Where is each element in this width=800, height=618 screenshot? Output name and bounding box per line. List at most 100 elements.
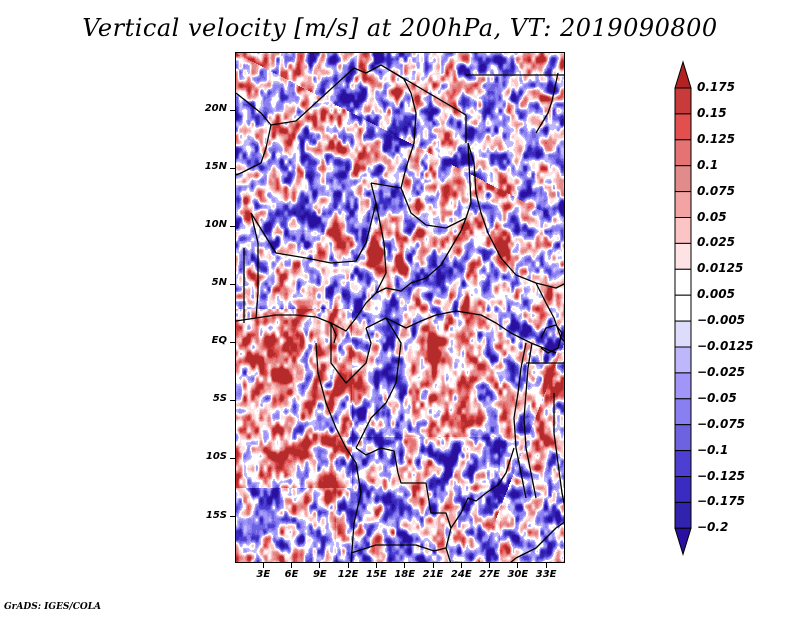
- lat-tick: [230, 283, 235, 285]
- colorbar-segment: [674, 320, 692, 348]
- lon-tick: [404, 563, 406, 568]
- border-drc-zambia: [450, 447, 515, 529]
- colorbar-segment: [674, 242, 692, 270]
- colorbar-segment: [674, 87, 692, 115]
- border-malawi: [553, 393, 564, 507]
- border-south-sudan: [487, 232, 564, 289]
- map-title: Vertical velocity [m/s] at 200hPa, VT: 2…: [82, 14, 718, 42]
- lat-tick-label: 10S: [205, 451, 227, 463]
- border-gabon: [330, 323, 372, 384]
- colorbar-label: −0.175: [697, 494, 746, 509]
- colorbar-segment: [674, 501, 692, 529]
- border-egypt-lake: [535, 72, 559, 134]
- colorbar-segment: [674, 191, 692, 219]
- border-congo: [355, 317, 402, 449]
- colorbar-label: 0.175: [697, 80, 735, 94]
- coast-gabon-angola: [315, 342, 362, 562]
- lat-tick-label: 5S: [212, 393, 227, 405]
- coastline-gulf: [236, 314, 337, 344]
- colorbar-segment: [674, 372, 692, 400]
- lon-tick-label: 6E: [284, 569, 299, 580]
- colorbar-label: 0.1: [697, 157, 719, 172]
- border-lake-victoria: [540, 324, 563, 354]
- lat-tick: [230, 225, 235, 227]
- border-sudan-chad: [467, 142, 489, 234]
- border-zambia-mozambique: [510, 521, 564, 562]
- border-drc-angola: [355, 447, 452, 529]
- border-nigeria-north: [250, 182, 377, 264]
- border-niger-nigeria: [236, 124, 272, 176]
- lon-tick-label: 21E: [422, 569, 444, 580]
- lon-tick-label: 9E: [312, 569, 327, 580]
- grads-credit: GrADS: IGES/COLA: [4, 602, 102, 612]
- border-angola-zambia: [350, 527, 452, 554]
- border-benin: [250, 212, 259, 319]
- colorbar-label: 0.005: [697, 287, 735, 302]
- lat-tick-label: 20N: [204, 103, 227, 115]
- border-niger-north: [236, 64, 412, 126]
- lat-tick-label: EQ: [211, 335, 227, 347]
- lon-tick: [489, 563, 491, 568]
- border-chad-car: [400, 142, 472, 229]
- lon-tick-label: 33E: [535, 569, 557, 580]
- lat-tick: [230, 399, 235, 401]
- border-car-drc: [385, 310, 557, 354]
- colorbar-label: −0.1: [697, 442, 729, 457]
- colorbar-label: 0.0125: [697, 261, 744, 276]
- colorbar-min-arrow: [674, 527, 692, 557]
- colorbar-max-arrow: [674, 60, 692, 89]
- lat-tick-label: 15N: [204, 161, 227, 173]
- colorbar-segment: [674, 450, 692, 478]
- colorbar-label: 0.075: [697, 183, 735, 198]
- lat-tick-label: 5N: [211, 277, 227, 289]
- lon-tick-label: 15E: [366, 569, 387, 580]
- colorbar-graphic: [674, 60, 692, 557]
- colorbar-segment: [674, 268, 692, 296]
- border-uganda: [535, 282, 564, 342]
- lon-tick-label: 27E: [479, 569, 500, 580]
- colorbar-segment: [674, 346, 692, 374]
- border-chad-niger: [370, 92, 417, 189]
- lat-tick: [230, 167, 235, 169]
- colorbar-label: −0.125: [697, 468, 746, 483]
- vertical-velocity-field: [236, 53, 564, 562]
- lat-tick-label: 15S: [205, 509, 227, 521]
- colorbar-segment: [674, 113, 692, 141]
- country-borders: [236, 64, 564, 562]
- colorbar-label: 0.05: [697, 209, 727, 224]
- lon-tick: [517, 563, 519, 568]
- lon-tick-label: 30E: [507, 569, 529, 580]
- colorbar-segment: [674, 165, 692, 193]
- lon-tick-label: 3E: [256, 569, 271, 580]
- colorbar-label: −0.05: [697, 390, 737, 405]
- lat-tick: [230, 516, 235, 518]
- colorbar-label: −0.005: [697, 313, 746, 328]
- map-plot-area: [235, 52, 565, 563]
- lon-tick-label: 12E: [337, 569, 359, 580]
- colorbar-label: 0.025: [697, 235, 735, 250]
- colorbar-segment: [674, 217, 692, 244]
- lon-tick-label: 18E: [394, 569, 416, 580]
- lon-tick-label: 24E: [450, 569, 472, 580]
- colorbar-label: −0.025: [697, 364, 746, 379]
- lon-tick: [545, 563, 547, 568]
- lat-tick: [230, 109, 235, 111]
- border-chad-libya: [380, 64, 467, 143]
- lat-tick: [230, 341, 235, 343]
- border-zimbabwe: [445, 547, 452, 562]
- border-rift-west: [513, 342, 527, 499]
- border-cameroon-car: [375, 217, 467, 294]
- colorbar-segment: [674, 294, 692, 322]
- colorbar-label: −0.075: [697, 416, 746, 431]
- lon-tick: [432, 563, 434, 568]
- lon-tick: [262, 563, 264, 568]
- colorbar-label: −0.2: [697, 520, 729, 535]
- colorbar-segment: [674, 139, 692, 167]
- lon-tick: [319, 563, 321, 568]
- colorbar-label: 0.15: [697, 105, 727, 120]
- colorbar-segment: [674, 476, 692, 503]
- border-nigeria-east: [330, 202, 387, 332]
- border-rift-east: [523, 342, 537, 499]
- lon-tick: [460, 563, 462, 568]
- lon-tick: [375, 563, 377, 568]
